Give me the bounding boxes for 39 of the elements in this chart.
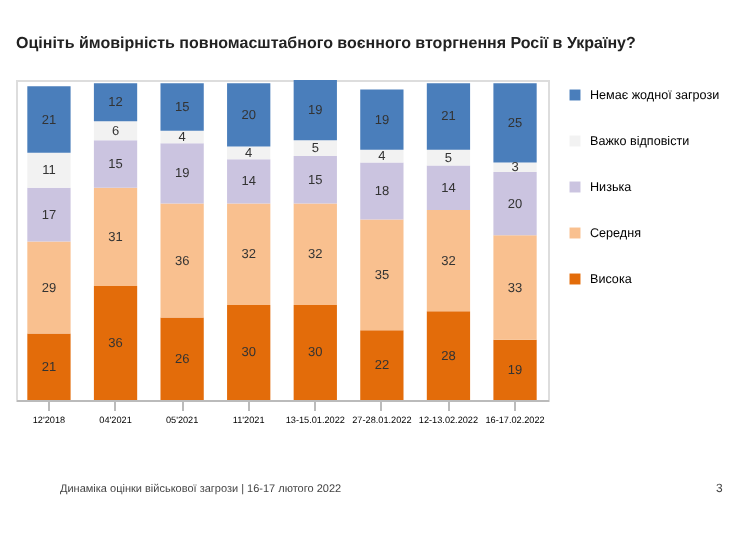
bar [493, 83, 537, 163]
bar [293, 203, 337, 305]
bar [93, 285, 138, 400]
bar [227, 83, 271, 147]
bar [93, 140, 138, 188]
bar [227, 159, 271, 204]
bar [293, 156, 337, 204]
bar [293, 140, 337, 157]
bar [360, 330, 404, 400]
bar [493, 235, 537, 340]
bar [426, 311, 471, 400]
bar [27, 187, 71, 242]
bar [293, 304, 337, 400]
bar [160, 317, 204, 400]
bar [426, 149, 471, 166]
bar [27, 333, 71, 400]
bar [93, 83, 138, 122]
bar [426, 165, 471, 210]
bar [227, 203, 271, 305]
bar [93, 187, 138, 286]
bar [360, 162, 404, 220]
bar [27, 86, 71, 153]
bar [360, 149, 404, 163]
bar [493, 339, 537, 400]
bar [27, 152, 71, 188]
bar [493, 171, 537, 236]
bar [426, 83, 471, 150]
chart-title: Оцініть ймовірність повномасштабного воєнного вторгнення Росії в Україну? [16, 34, 636, 52]
bar [227, 304, 271, 400]
bar [293, 80, 337, 141]
bar [360, 89, 404, 150]
bar [93, 121, 138, 141]
bar [426, 209, 471, 312]
bar [160, 203, 204, 318]
bar [493, 162, 537, 172]
bar [360, 219, 404, 331]
bar [27, 241, 71, 334]
bar [160, 143, 204, 204]
bar [160, 83, 204, 131]
